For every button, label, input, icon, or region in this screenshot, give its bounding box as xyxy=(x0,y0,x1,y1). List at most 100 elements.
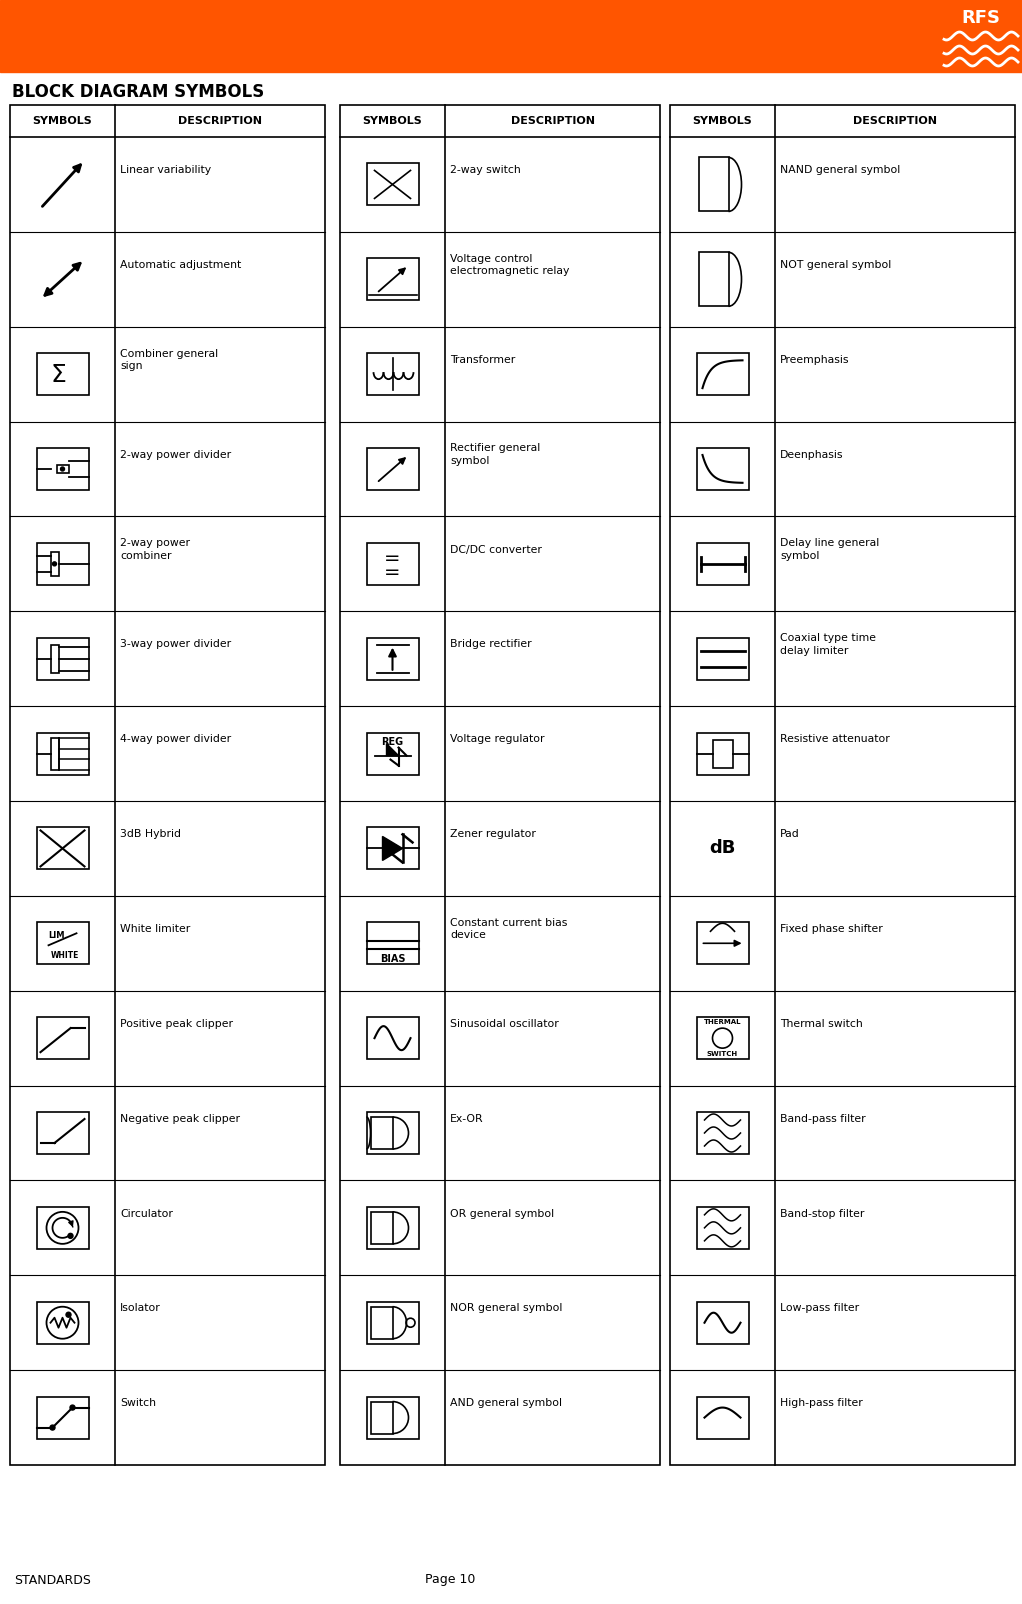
Text: DESCRIPTION: DESCRIPTION xyxy=(178,115,262,127)
Text: Voltage control
electromagnetic relay: Voltage control electromagnetic relay xyxy=(450,253,569,276)
Bar xyxy=(367,828,418,869)
Bar xyxy=(50,738,58,770)
Bar xyxy=(56,465,68,473)
Bar xyxy=(37,353,89,395)
Bar xyxy=(367,733,418,775)
Text: LIM.: LIM. xyxy=(49,930,68,940)
Bar xyxy=(697,1017,748,1059)
Text: Thermal switch: Thermal switch xyxy=(780,1019,863,1028)
Text: 2-way power
combiner: 2-way power combiner xyxy=(120,539,190,561)
Text: Constant current bias
device: Constant current bias device xyxy=(450,917,567,940)
Circle shape xyxy=(60,467,64,472)
Text: Linear variability: Linear variability xyxy=(120,165,212,175)
Bar xyxy=(697,638,748,680)
Text: REG: REG xyxy=(381,736,404,746)
Text: =: = xyxy=(384,563,401,582)
Bar xyxy=(371,1213,392,1243)
Text: STANDARDS: STANDARDS xyxy=(14,1574,91,1586)
Text: 2-way power divider: 2-way power divider xyxy=(120,449,231,460)
Bar xyxy=(37,542,89,585)
Bar xyxy=(37,638,89,680)
Text: 3dB Hybrid: 3dB Hybrid xyxy=(120,829,181,839)
Bar xyxy=(367,1112,418,1153)
Text: Transformer: Transformer xyxy=(450,354,515,366)
Text: White limiter: White limiter xyxy=(120,924,190,934)
Bar xyxy=(371,1402,392,1434)
Text: RFS: RFS xyxy=(962,10,1001,27)
Text: OR general symbol: OR general symbol xyxy=(450,1209,554,1219)
Text: SYMBOLS: SYMBOLS xyxy=(363,115,422,127)
Text: SYMBOLS: SYMBOLS xyxy=(693,115,752,127)
Text: Page 10: Page 10 xyxy=(425,1574,475,1586)
Text: Voltage regulator: Voltage regulator xyxy=(450,735,545,744)
Bar xyxy=(697,922,748,964)
Text: Ex-OR: Ex-OR xyxy=(450,1113,483,1124)
Text: BLOCK DIAGRAM SYMBOLS: BLOCK DIAGRAM SYMBOLS xyxy=(12,83,265,101)
Bar xyxy=(670,104,1015,1464)
Text: Circulator: Circulator xyxy=(120,1209,173,1219)
Text: Automatic adjustment: Automatic adjustment xyxy=(120,260,241,269)
Text: 2-way switch: 2-way switch xyxy=(450,165,521,175)
Bar xyxy=(37,1302,89,1344)
Bar xyxy=(367,1302,418,1344)
Bar xyxy=(697,353,748,395)
Text: NAND general symbol: NAND general symbol xyxy=(780,165,900,175)
Polygon shape xyxy=(386,744,399,755)
Bar xyxy=(698,157,729,212)
Text: Resistive attenuator: Resistive attenuator xyxy=(780,735,890,744)
Bar xyxy=(37,922,89,964)
Text: SWITCH: SWITCH xyxy=(707,1051,738,1057)
Text: Sinusoidal oscillator: Sinusoidal oscillator xyxy=(450,1019,559,1028)
Circle shape xyxy=(66,1312,71,1317)
Bar xyxy=(712,739,733,768)
Text: NOR general symbol: NOR general symbol xyxy=(450,1304,562,1314)
Text: High-pass filter: High-pass filter xyxy=(780,1399,863,1408)
Text: BIAS: BIAS xyxy=(380,954,406,964)
Bar xyxy=(50,552,58,576)
Bar xyxy=(371,1116,392,1148)
Bar xyxy=(697,1397,748,1439)
Bar xyxy=(37,1206,89,1250)
Text: Bridge rectifier: Bridge rectifier xyxy=(450,640,531,650)
Bar xyxy=(367,638,418,680)
Circle shape xyxy=(69,1405,75,1410)
Text: Band-pass filter: Band-pass filter xyxy=(780,1113,866,1124)
Bar xyxy=(697,1206,748,1250)
Text: Zener regulator: Zener regulator xyxy=(450,829,536,839)
Bar xyxy=(37,448,89,489)
Bar xyxy=(367,164,418,205)
Text: Switch: Switch xyxy=(120,1399,156,1408)
Text: DESCRIPTION: DESCRIPTION xyxy=(511,115,595,127)
Text: Pad: Pad xyxy=(780,829,800,839)
Bar xyxy=(37,1017,89,1059)
Text: WHITE: WHITE xyxy=(50,951,79,959)
Bar xyxy=(698,252,729,306)
Text: dB: dB xyxy=(709,839,736,858)
Text: Low-pass filter: Low-pass filter xyxy=(780,1304,860,1314)
Bar xyxy=(367,1017,418,1059)
Text: Preemphasis: Preemphasis xyxy=(780,354,849,366)
Text: Deenphasis: Deenphasis xyxy=(780,449,843,460)
Text: Fixed phase shifter: Fixed phase shifter xyxy=(780,924,883,934)
Bar xyxy=(37,733,89,775)
Text: DESCRIPTION: DESCRIPTION xyxy=(853,115,937,127)
Text: Band-stop filter: Band-stop filter xyxy=(780,1209,865,1219)
Text: Negative peak clipper: Negative peak clipper xyxy=(120,1113,240,1124)
Bar xyxy=(697,1112,748,1153)
Circle shape xyxy=(68,1233,73,1238)
Text: 4-way power divider: 4-way power divider xyxy=(120,735,231,744)
Text: Delay line general
symbol: Delay line general symbol xyxy=(780,539,879,561)
Text: AND general symbol: AND general symbol xyxy=(450,1399,562,1408)
Bar xyxy=(0,0,1022,72)
Text: THERMAL: THERMAL xyxy=(704,1019,741,1025)
Bar xyxy=(367,448,418,489)
Bar xyxy=(697,733,748,775)
Text: Coaxial type time
delay limiter: Coaxial type time delay limiter xyxy=(780,634,876,656)
Bar xyxy=(371,1307,392,1339)
Bar xyxy=(367,1397,418,1439)
Text: Σ: Σ xyxy=(50,363,66,387)
Bar xyxy=(367,542,418,585)
Text: 3-way power divider: 3-way power divider xyxy=(120,640,231,650)
Text: NOT general symbol: NOT general symbol xyxy=(780,260,891,269)
Text: Rectifier general
symbol: Rectifier general symbol xyxy=(450,443,541,467)
